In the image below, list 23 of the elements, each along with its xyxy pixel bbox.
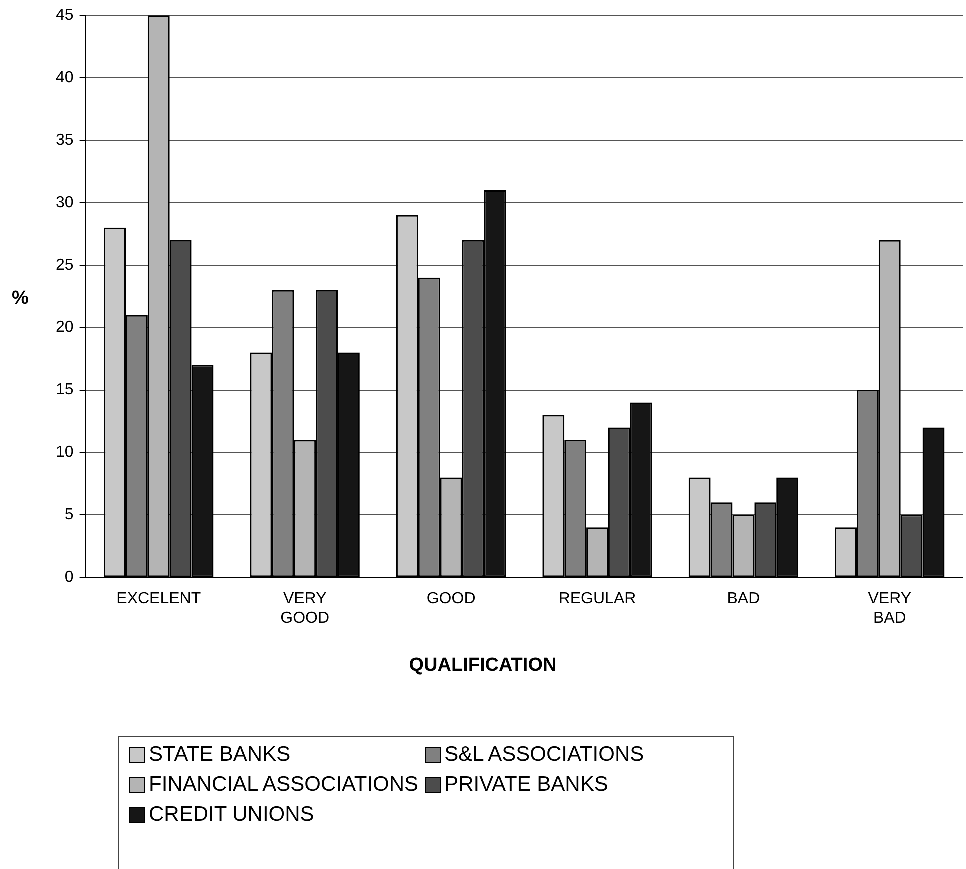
- x-tick-label: VERY GOOD: [280, 590, 330, 627]
- x-tick-label: VERY BAD: [868, 590, 912, 627]
- y-axis-title: %: [12, 288, 29, 310]
- legend-label: CREDIT UNIONS: [149, 803, 314, 827]
- x-tick-label: BAD: [727, 590, 760, 608]
- x-tick-label: REGULAR: [558, 590, 636, 608]
- y-tick-label: 0: [64, 569, 74, 586]
- x-tick-label: GOOD: [426, 590, 476, 608]
- y-tick-label: 25: [56, 256, 74, 274]
- x-tick-label: EXCELENT: [116, 590, 202, 608]
- y-tick-label: 30: [56, 194, 74, 212]
- legend-label: PRIVATE BANKS: [444, 773, 608, 797]
- y-tick-label: 35: [56, 132, 74, 149]
- y-tick-label: 20: [56, 319, 74, 336]
- legend-label: FINANCIAL ASSOCIATIONS: [149, 773, 419, 797]
- x-axis-title: QUALIFICATION: [408, 655, 558, 677]
- legend-label: STATE BANKS: [149, 743, 291, 767]
- y-tick-label: 10: [56, 444, 74, 462]
- y-tick-label: 5: [64, 506, 74, 524]
- y-tick-label: 15: [56, 382, 74, 399]
- y-tick-label: 45: [56, 7, 74, 24]
- y-tick-label: 40: [56, 69, 74, 86]
- legend-label: S&L ASSOCIATIONS: [444, 743, 644, 767]
